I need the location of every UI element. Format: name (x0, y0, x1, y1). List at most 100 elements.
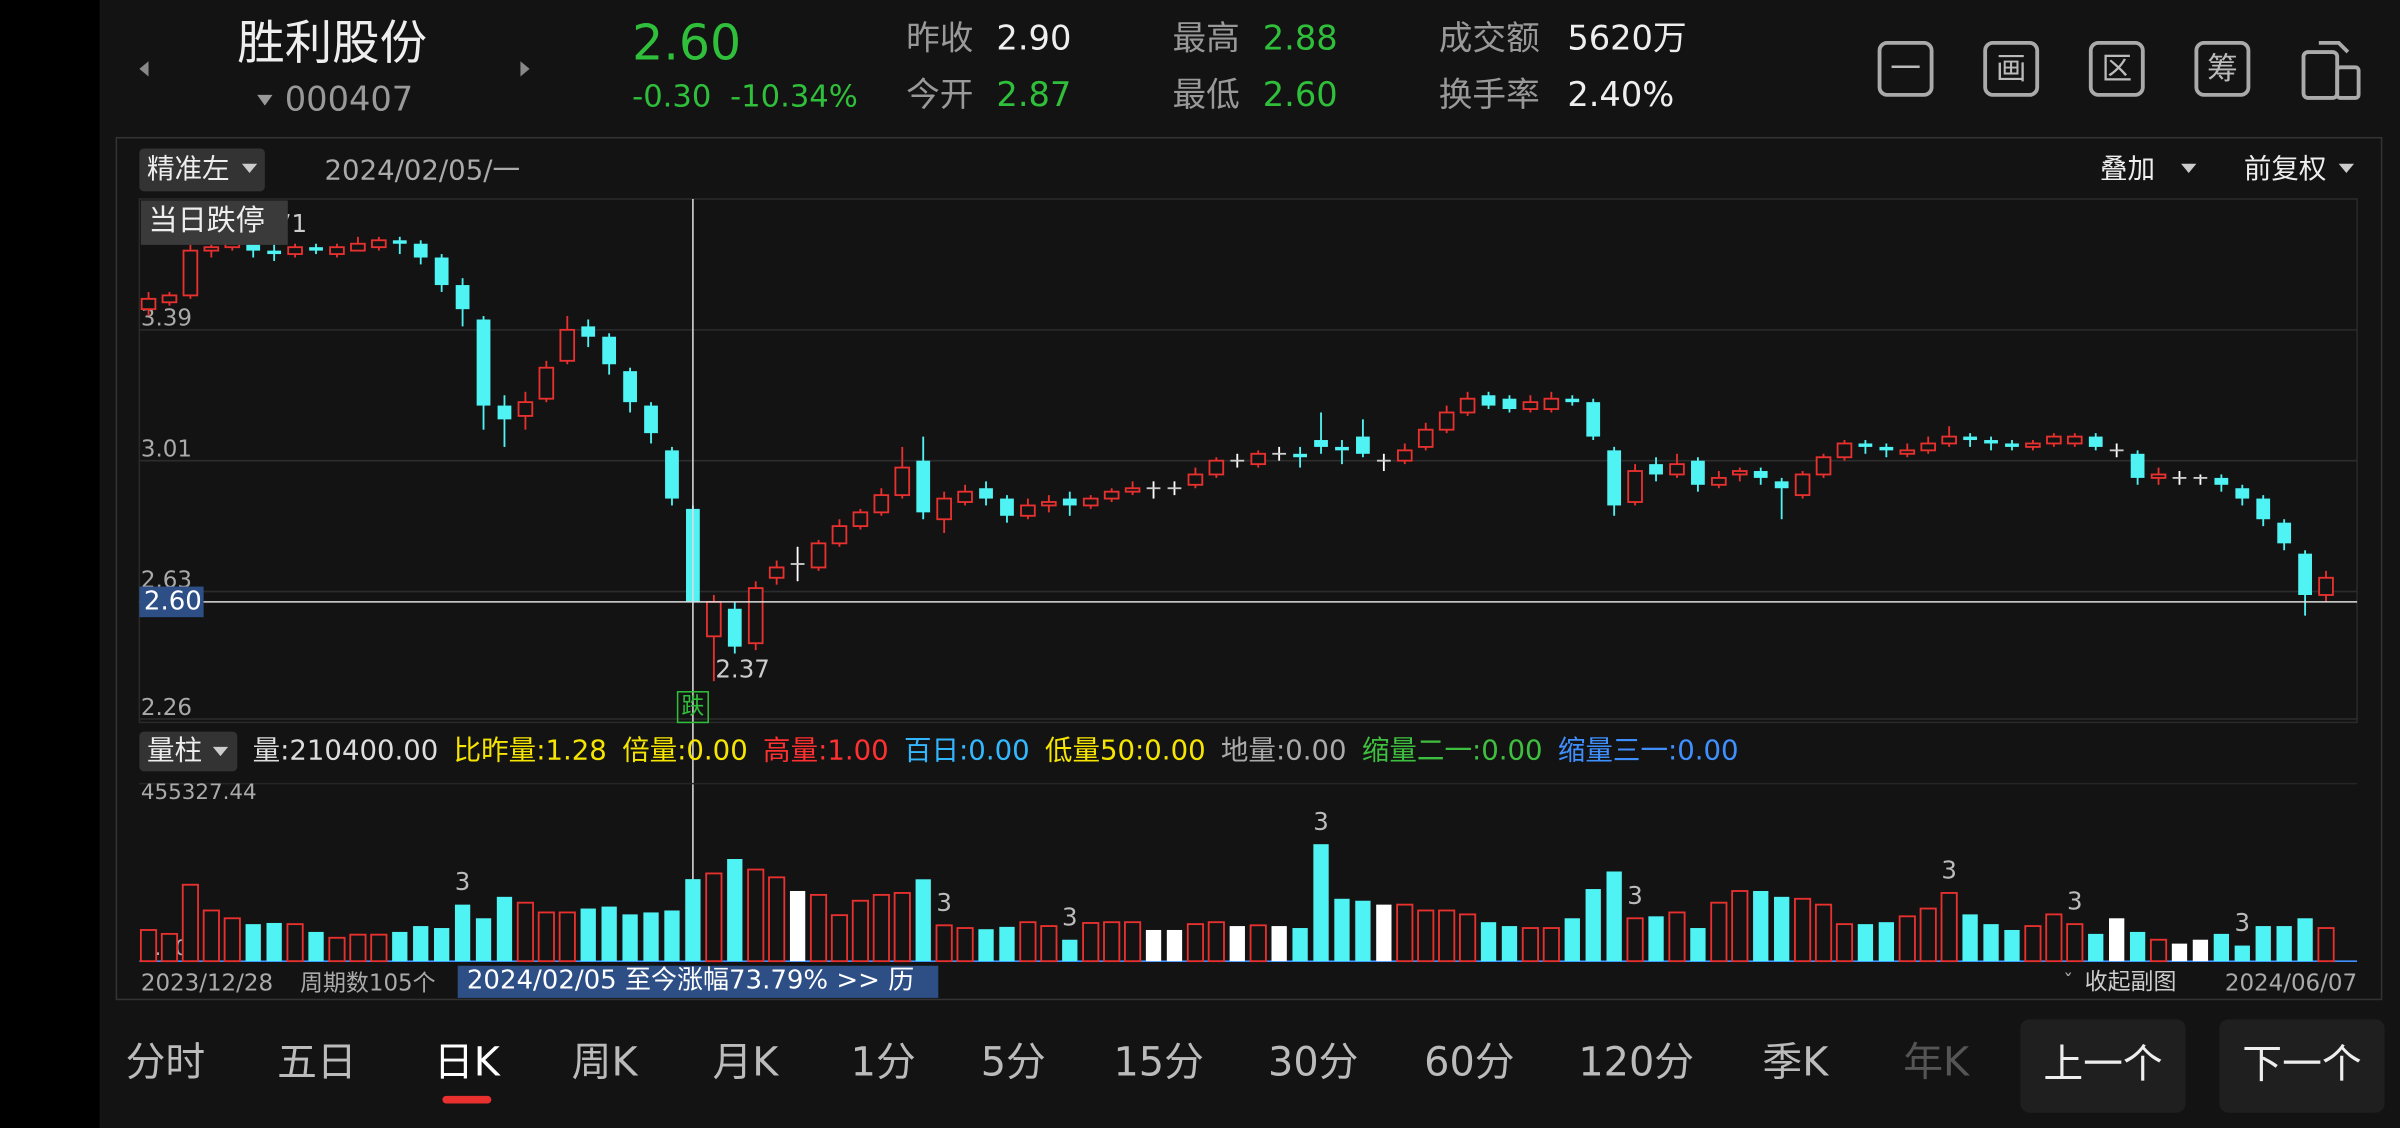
collapse-button[interactable]: 收起副图 (2085, 969, 2177, 995)
volume-bar (1648, 916, 1664, 962)
icon-box[interactable] (1877, 40, 1934, 97)
period-tab[interactable]: 1分 (851, 1040, 916, 1086)
period-tab[interactable]: 周K (572, 1040, 639, 1086)
period-tab[interactable]: 分时 (126, 1040, 206, 1086)
volume-bar (1480, 922, 1497, 962)
candle-body (1208, 459, 1225, 476)
volume-legend-item: 缩量三一:0.00 (1558, 734, 1739, 766)
next-stock-arrow[interactable] (520, 61, 530, 77)
candle-body (2025, 442, 2041, 448)
candle-body (747, 587, 764, 645)
candle-body (538, 366, 555, 400)
low-label: 2.37 (715, 654, 769, 683)
period-tab[interactable]: 月K (712, 1040, 779, 1086)
volume-bar (1814, 903, 1833, 963)
stat-value: 2.60 (1263, 75, 1338, 114)
volume-bar (1710, 901, 1728, 963)
candle-body (2235, 488, 2250, 499)
volume-bar (266, 922, 282, 962)
candle-body (852, 511, 869, 528)
candle-body (1920, 442, 1937, 452)
volume-bar (202, 909, 220, 963)
volume-bar (1857, 924, 1874, 962)
candle-body (267, 250, 282, 255)
prev-button[interactable]: 上一个 (2043, 1041, 2162, 1087)
candle-body (1607, 450, 1622, 506)
mode[interactable]: 精准左 (147, 153, 230, 185)
phone-icon[interactable] (2301, 40, 2361, 100)
period-tab[interactable]: 15分 (1113, 1040, 1203, 1086)
candle-body (2066, 435, 2083, 445)
period-tab[interactable]: 日K (434, 1040, 501, 1086)
volume-bar (537, 911, 555, 963)
volume-bar (328, 936, 346, 963)
volume-bar (747, 868, 765, 963)
candle-body (1586, 402, 1601, 437)
next-button[interactable]: 下一个 (2242, 1041, 2361, 1087)
stat-label: 最低 (1172, 75, 1239, 114)
candle-body (2130, 453, 2145, 478)
icon-label[interactable]: 筹 (2207, 52, 2238, 87)
candle-body (1020, 504, 1036, 517)
period-tab[interactable]: 120分 (1578, 1040, 1694, 1086)
period-tab[interactable]: 季K (1762, 1040, 1829, 1086)
candle-body (1649, 464, 1663, 475)
volume-selector[interactable]: 量柱 (147, 734, 202, 766)
icon-box[interactable] (2088, 40, 2145, 97)
period-tab[interactable]: 五日 (277, 1040, 357, 1086)
candle-body (1502, 398, 1517, 410)
volume-bar (851, 899, 869, 963)
stat-value: 2.87 (996, 75, 1071, 114)
candle-body (1753, 471, 1768, 478)
volume-bar (727, 859, 743, 962)
volume-bar (1145, 929, 1162, 962)
volume-bar (1396, 903, 1414, 963)
period-tab[interactable]: 60分 (1424, 1040, 1514, 1086)
period-tab[interactable]: 30分 (1268, 1040, 1358, 1086)
candle-body (2298, 553, 2312, 595)
candle-body (957, 490, 973, 503)
candle-body (497, 405, 512, 420)
candle-body (623, 371, 637, 403)
range-note[interactable]: 2024/02/05 至今涨幅73.79% >> 历 (467, 966, 914, 996)
phone-shape[interactable] (2335, 65, 2361, 100)
range-note-box[interactable] (457, 965, 939, 998)
volume-bar (349, 933, 367, 963)
candle-body (1691, 460, 1705, 485)
icon-label[interactable]: 画 (1996, 52, 2027, 87)
prev-button-box[interactable] (2020, 1019, 2186, 1113)
volume-bar (160, 932, 179, 963)
overlay-button[interactable]: 叠加 (2100, 153, 2155, 185)
volume-bar (1271, 926, 1287, 962)
volume-chart: 量:210400.00 比昨量:1.28 倍量:0.00 高量:1.00 百日:0.00… (139, 734, 2358, 963)
volume-bar (1668, 911, 1686, 963)
candle-body (1899, 449, 1916, 455)
candle-body (2277, 522, 2292, 544)
candle-body (1711, 476, 1727, 486)
adjust-button[interactable]: 前复权 (2244, 153, 2327, 185)
candle-body (559, 328, 576, 362)
start-date: 2023/12/28 (141, 971, 273, 997)
phone-shape[interactable] (2318, 40, 2350, 54)
volume-bar (1962, 914, 1978, 962)
period-tab[interactable]: 年K (1903, 1040, 1970, 1086)
volume-bar (643, 912, 659, 962)
icon-box[interactable] (1983, 40, 2040, 97)
volume-bar (558, 911, 576, 963)
volume-legend-item: 低量50:0.00 (1045, 734, 1206, 766)
code-dropdown[interactable] (257, 94, 273, 106)
icon-box[interactable] (2194, 40, 2251, 97)
icon-label[interactable]: 一 (1890, 52, 1921, 87)
volume-bar (245, 924, 261, 962)
prev-stock-arrow[interactable] (139, 61, 149, 77)
icon-label[interactable]: 区 (2101, 52, 2132, 87)
candle-body (1669, 463, 1685, 476)
period-tab[interactable]: 5分 (981, 1040, 1046, 1086)
volume-bar (1542, 927, 1560, 963)
toolbar-icons: 一画区筹 (1877, 40, 2251, 97)
volume-bar (978, 929, 994, 962)
mode-button[interactable] (139, 148, 265, 192)
candle-body (434, 257, 449, 286)
volume-selector-button[interactable] (139, 731, 238, 772)
next-button-box[interactable] (2219, 1019, 2385, 1113)
